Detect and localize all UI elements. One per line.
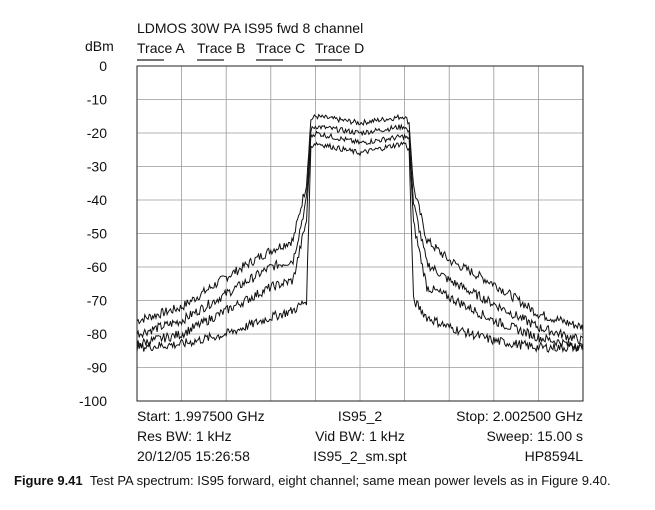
legend-trace-label: Trace D: [315, 40, 364, 56]
trace-line: [136, 130, 584, 352]
center-label: IS95_2: [338, 408, 383, 424]
y-tick-label: -90: [87, 360, 107, 376]
y-tick-label: -60: [87, 259, 107, 275]
y-tick-label: -50: [87, 226, 107, 242]
y-tick-label: -10: [87, 92, 107, 108]
spectrum-chart: LDMOS 30W PA IS95 fwd 8 channel dBm Trac…: [79, 20, 584, 464]
trace-line: [136, 141, 584, 354]
chart-title: LDMOS 30W PA IS95 fwd 8 channel: [137, 20, 363, 36]
instrument-model: HP8594L: [525, 448, 584, 464]
trace-line: [136, 123, 584, 344]
y-tick-label: -100: [79, 393, 107, 409]
file-name: IS95_2_sm.spt: [313, 448, 406, 464]
timestamp: 20/12/05 15:26:58: [137, 448, 250, 464]
legend-trace-label: Trace A: [137, 40, 185, 56]
y-tick-label: -20: [87, 125, 107, 141]
traces: [136, 113, 584, 354]
y-axis-unit: dBm: [85, 38, 114, 54]
figure-caption-text: Test PA spectrum: IS95 forward, eight ch…: [89, 473, 611, 488]
grid: [137, 66, 583, 401]
y-tick-label: -30: [87, 159, 107, 175]
y-tick-label: -70: [87, 293, 107, 309]
y-tick-labels: 0 -10 -20 -30 -40 -50 -60 -70 -80 -90 -100: [79, 58, 107, 409]
y-tick-label: -80: [87, 326, 107, 342]
start-frequency: Start: 1.997500 GHz: [137, 408, 265, 424]
y-tick-label: -40: [87, 192, 107, 208]
resolution-bandwidth: Res BW: 1 kHz: [137, 428, 232, 444]
stop-frequency: Stop: 2.002500 GHz: [456, 408, 583, 424]
video-bandwidth: Vid BW: 1 kHz: [315, 428, 405, 444]
plot-frame: [136, 65, 584, 402]
y-tick-label: 0: [99, 58, 107, 74]
figure-caption: Figure 9.41 Test PA spectrum: IS95 forwa…: [14, 473, 644, 488]
figure-label: Figure 9.41: [14, 473, 83, 488]
sweep-time: Sweep: 15.00 s: [486, 428, 583, 444]
legend-trace-label: Trace B: [197, 40, 246, 56]
trace-line: [136, 113, 584, 332]
legend-trace-label: Trace C: [256, 40, 305, 56]
legend: Trace A Trace B Trace C Trace D: [137, 40, 364, 61]
